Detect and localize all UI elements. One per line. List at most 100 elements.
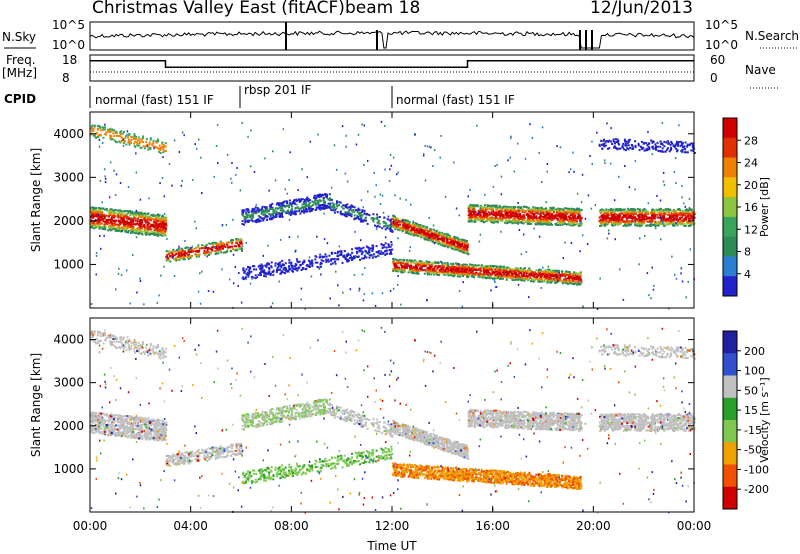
power-pixel (540, 215, 543, 218)
power-pixel (456, 269, 459, 272)
power-pixel (356, 214, 359, 217)
power-pixel (194, 253, 197, 256)
power-pixel (351, 257, 354, 260)
power-pixel (251, 217, 254, 220)
power-pixel (405, 262, 408, 265)
power-pixel (521, 278, 524, 281)
power-pixel (309, 210, 312, 213)
power-pixel (240, 246, 243, 249)
power-pixel (364, 216, 367, 219)
power-pixel (299, 264, 302, 266)
power-pixel (131, 228, 133, 231)
power-pixel (334, 262, 337, 265)
power-pixel (123, 216, 125, 219)
power-pixel (246, 208, 249, 211)
power-pixel (122, 223, 125, 226)
power-pixel (579, 219, 582, 222)
power-pixel (486, 217, 488, 220)
power-pixel (509, 209, 512, 212)
power-pixel (274, 212, 277, 214)
power-pixel (350, 258, 353, 261)
power-pixel (265, 214, 267, 217)
power-pixel (428, 228, 431, 231)
power-pixel (429, 230, 431, 233)
power-pixel (438, 231, 441, 234)
power-pixel (173, 254, 176, 257)
power-pixel (226, 241, 229, 244)
power-pixel (248, 269, 251, 272)
power-pixel (214, 250, 217, 253)
power-pixel (444, 263, 447, 266)
power-pixel (117, 216, 120, 219)
power-pixel (327, 198, 330, 201)
power-pixel (340, 253, 343, 256)
power-pixel (257, 214, 260, 217)
power-pixel (449, 266, 451, 269)
power-pixel (471, 265, 474, 268)
power-pixel (446, 272, 449, 275)
power-pixel (413, 234, 415, 237)
power-pixel (466, 271, 469, 274)
power-pixel (288, 266, 291, 269)
power-pixel (562, 208, 565, 211)
power-pixel (156, 233, 158, 236)
power-pixel (367, 250, 370, 253)
power-pixel (373, 218, 376, 220)
power-pixel (232, 239, 235, 242)
power-pixel (531, 273, 533, 276)
power-pixel (513, 215, 515, 217)
power-pixel (264, 206, 267, 209)
power-pixel (495, 270, 498, 273)
power-pixel (242, 267, 245, 270)
power-pixel (473, 220, 476, 223)
power-pixel (130, 223, 133, 226)
power-pixel (163, 227, 166, 230)
power-pixel (112, 228, 115, 230)
power-pixel (415, 232, 418, 235)
power-pixel (281, 208, 284, 211)
power-pixel (508, 219, 511, 222)
power-pixel (146, 219, 148, 222)
power-pixel (522, 269, 525, 272)
power-pixel (298, 210, 301, 213)
power-pixel (516, 269, 519, 272)
power-pixel (137, 139, 140, 142)
power-pixel (121, 132, 124, 135)
power-pixel (410, 267, 413, 269)
power-pixel (118, 140, 121, 143)
power-pixel (270, 206, 273, 209)
power-pixel (456, 275, 459, 278)
power-pixel (284, 266, 287, 269)
power-pixel (482, 275, 485, 278)
power-pixel (297, 198, 300, 201)
power-pixel (206, 250, 209, 253)
power-pixel (573, 281, 576, 283)
power-pixel (532, 280, 535, 283)
power-pixel (376, 224, 379, 227)
power-pixel (99, 129, 102, 132)
power-pixel (460, 273, 463, 276)
power-pixel (480, 264, 483, 267)
power-pixel (543, 276, 546, 279)
power-pixel (285, 268, 287, 271)
power-pixel (483, 206, 486, 209)
power-pixel (519, 278, 522, 281)
power-pixel (485, 273, 488, 276)
power-pixel (475, 218, 478, 221)
power-pixel (299, 199, 302, 202)
power-pixel (324, 207, 327, 210)
power-pixel (159, 229, 162, 232)
power-pixel (105, 214, 108, 217)
power-pixel (418, 263, 421, 266)
power-pixel (517, 278, 520, 281)
power-pixel (508, 211, 511, 214)
power-pixel (294, 213, 297, 215)
power-pixel (573, 219, 576, 221)
power-pixel (150, 228, 153, 231)
power-pixel (248, 272, 251, 275)
power-pixel (270, 213, 273, 216)
power-pixel (201, 244, 204, 247)
power-pixel (414, 259, 417, 262)
power-pixel (332, 209, 335, 212)
power-pixel (490, 221, 493, 224)
